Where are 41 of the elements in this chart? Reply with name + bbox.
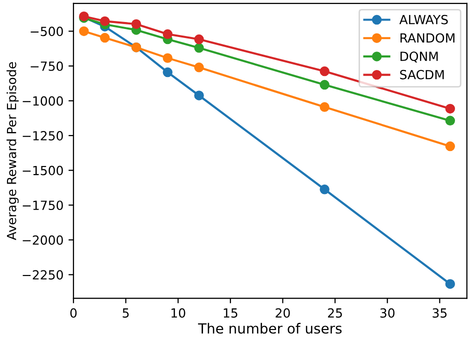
legend-label: SACDM [400,70,444,80]
y-axis-title: Average Reward Per Episode [6,62,19,240]
y-tick-label: −2000 [22,235,63,245]
point [79,26,89,36]
point [320,80,330,90]
legend-label: DQNM [400,52,438,62]
x-tick-label: 10 [172,308,186,318]
point [445,116,456,126]
x-tick-label: 30 [380,308,394,318]
point [100,16,110,26]
point [194,34,204,44]
x-axis-title: The number of users [198,322,342,334]
point [100,32,110,43]
point [320,102,330,112]
point [131,19,142,29]
y-tick-label: −1000 [22,96,63,106]
y-tick-label: −750 [30,61,63,71]
x-tick-label: 20 [276,308,290,318]
legend-label: RANDOM [400,33,454,43]
point [445,279,456,289]
legend-label: ALWAYS [399,14,448,24]
point [194,90,204,100]
x-tick-label: 35 [432,308,447,318]
point [445,104,456,114]
x-tick-label: 5 [122,308,129,318]
y-tick-label: −500 [30,26,63,36]
y-tick-label: −1500 [22,166,63,176]
point [194,62,204,72]
point [194,43,204,53]
x-tick-label: 15 [224,308,238,318]
point [162,67,172,78]
y-tick-label: −1750 [22,200,63,210]
point [162,29,172,39]
point [162,53,172,63]
x-tick-label: 0 [70,308,77,318]
x-tick-label: 25 [328,308,342,318]
point [320,184,330,194]
y-tick-label: −1250 [22,131,63,140]
y-tick-label: −2250 [22,270,63,280]
point [320,66,330,76]
point [445,141,456,152]
